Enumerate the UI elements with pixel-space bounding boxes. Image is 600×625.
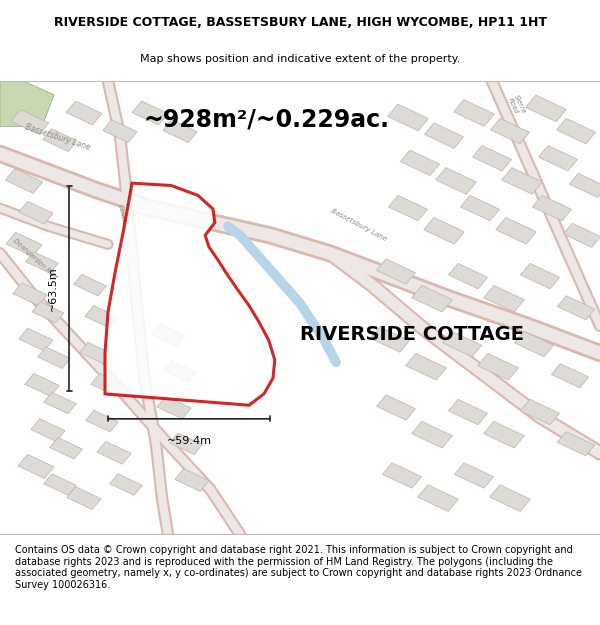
Bar [556,118,596,144]
Bar [551,364,589,388]
Bar [85,306,119,328]
Text: ~63.5m: ~63.5m [48,266,58,311]
Bar [520,399,560,425]
Bar [11,109,49,134]
Bar [157,396,191,419]
Bar [412,286,452,312]
Bar [18,454,54,478]
Bar [424,123,464,148]
Text: Sierra
Road: Sierra Road [507,94,527,118]
Bar [442,331,482,357]
Bar [67,487,101,509]
Bar [74,274,106,296]
Bar [478,353,518,380]
Text: RIVERSIDE COTTAGE, BASSETSBURY LANE, HIGH WYCOMBE, HP11 1HT: RIVERSIDE COTTAGE, BASSETSBURY LANE, HIG… [53,16,547,29]
Bar [490,118,530,144]
Bar [66,101,102,125]
Polygon shape [0,81,54,126]
Bar [151,324,185,346]
Bar [110,474,142,495]
Bar [80,342,112,364]
Text: Bassetsbury Lane: Bassetsbury Lane [24,122,91,151]
Bar [38,347,70,368]
Bar [514,331,554,357]
Bar [490,485,530,511]
Bar [163,120,197,142]
Bar [569,173,600,198]
Bar [557,296,595,320]
Bar [472,146,512,171]
Bar [400,150,440,176]
Bar [454,99,494,126]
Bar [388,196,428,221]
Bar [43,129,77,151]
Bar [382,462,422,488]
Bar [91,374,125,396]
Bar [418,485,458,511]
Bar [532,196,572,221]
Bar [103,120,137,142]
Bar [448,399,488,425]
Bar [175,469,209,491]
Bar [86,411,118,432]
Bar [520,263,560,289]
Bar [460,196,500,221]
Bar [370,327,410,352]
Text: Bassetsbury Lane: Bassetsbury Lane [330,208,388,242]
Bar [406,353,446,380]
Bar [25,374,59,396]
Bar [538,146,578,171]
Text: RIVERSIDE COTTAGE: RIVERSIDE COTTAGE [300,326,524,344]
Bar [484,421,524,448]
Bar [412,421,452,448]
Bar [376,395,416,420]
Bar [376,259,416,284]
Bar [44,474,76,495]
Bar [388,104,428,131]
Bar [31,419,65,441]
Bar [164,361,196,382]
Bar [484,286,524,312]
Bar [496,217,536,244]
Bar [526,95,566,122]
Bar [424,217,464,244]
Bar [6,232,42,256]
Text: ~59.4m: ~59.4m [167,436,212,446]
Bar [436,168,476,194]
Polygon shape [105,183,275,405]
Bar [13,283,47,306]
Bar [563,223,600,248]
Bar [44,392,76,414]
Bar [50,438,82,459]
Bar [557,432,595,456]
Bar [19,328,53,351]
Bar [5,169,43,193]
Text: Willow
Court: Willow Court [117,202,135,226]
Bar [97,441,131,464]
Text: Deangarden Rise: Deangarden Rise [12,238,59,281]
Text: ~928m²/~0.229ac.: ~928m²/~0.229ac. [144,107,390,132]
Bar [448,263,488,289]
Bar [454,462,494,488]
Bar [502,168,542,194]
Bar [19,201,53,224]
Text: Map shows position and indicative extent of the property.: Map shows position and indicative extent… [140,54,460,64]
Bar [32,302,64,323]
Bar [132,101,168,125]
Bar [26,252,58,273]
Bar [170,433,202,454]
Text: Contains OS data © Crown copyright and database right 2021. This information is : Contains OS data © Crown copyright and d… [15,545,582,590]
